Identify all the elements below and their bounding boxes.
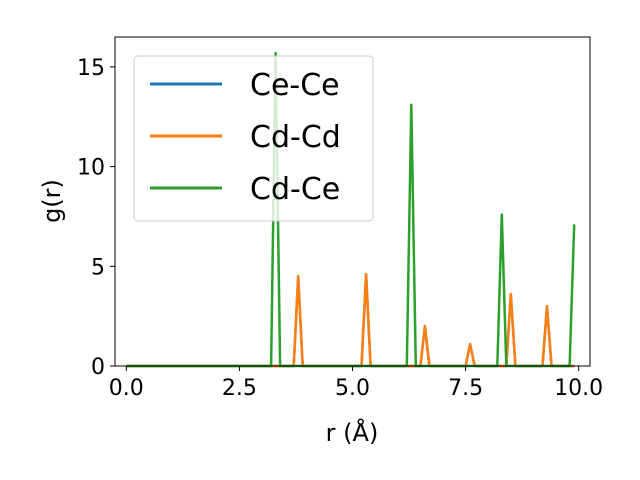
x-tick-label: 2.5	[222, 376, 257, 401]
y-tick-label: 10	[77, 156, 105, 181]
x-tick-label: 7.5	[448, 376, 483, 401]
y-axis-label: g(r)	[38, 179, 66, 223]
legend-box	[133, 55, 374, 222]
x-axis-label: r (Å)	[326, 418, 379, 447]
y-tick-label: 5	[91, 255, 105, 280]
x-tick-label: 0.0	[109, 376, 144, 401]
legend-label-cd-cd: Cd-Cd	[250, 120, 341, 155]
y-tick-label: 15	[77, 56, 105, 81]
x-tick-label: 5.0	[335, 376, 370, 401]
x-axis: 0.0 2.5 5.0 7.5 10.0	[109, 366, 603, 401]
y-axis: 0 5 10 15	[77, 56, 115, 380]
legend-label-cd-ce: Cd-Ce	[250, 172, 340, 207]
legend: Ce-Ce Cd-Cd Cd-Ce	[133, 55, 374, 222]
x-tick-label: 10.0	[554, 376, 603, 401]
y-tick-label: 0	[91, 355, 105, 380]
legend-label-ce-ce: Ce-Ce	[250, 68, 340, 103]
